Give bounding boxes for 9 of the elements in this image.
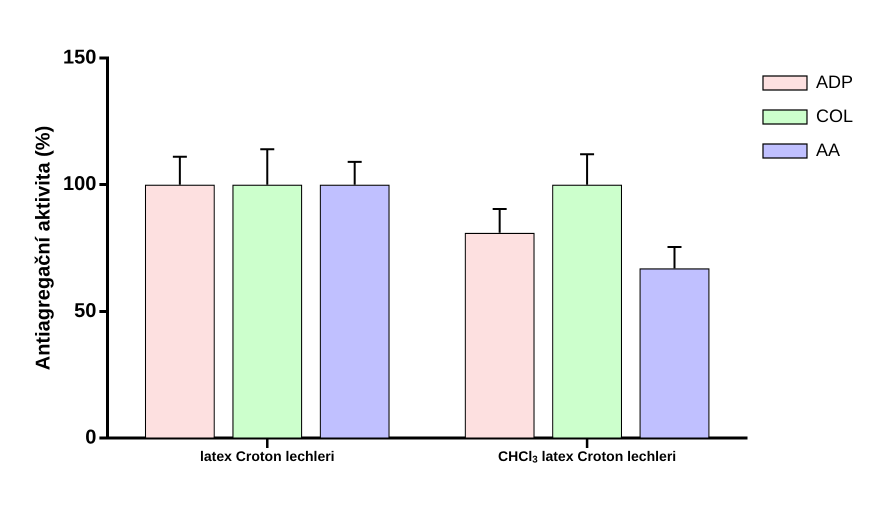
legend-label: AA — [816, 140, 840, 160]
y-tick-label: 0 — [85, 426, 96, 449]
legend-label: ADP — [816, 72, 854, 92]
legend-label: COL — [816, 106, 854, 126]
x-tick-label: latex Croton lechleri — [200, 448, 335, 464]
y-axis-title: Antiagregační aktivita (%) — [32, 126, 55, 370]
y-tick-label: 100 — [62, 173, 96, 196]
y-tick-label: 150 — [62, 46, 96, 69]
y-tick-label: 50 — [74, 300, 96, 322]
